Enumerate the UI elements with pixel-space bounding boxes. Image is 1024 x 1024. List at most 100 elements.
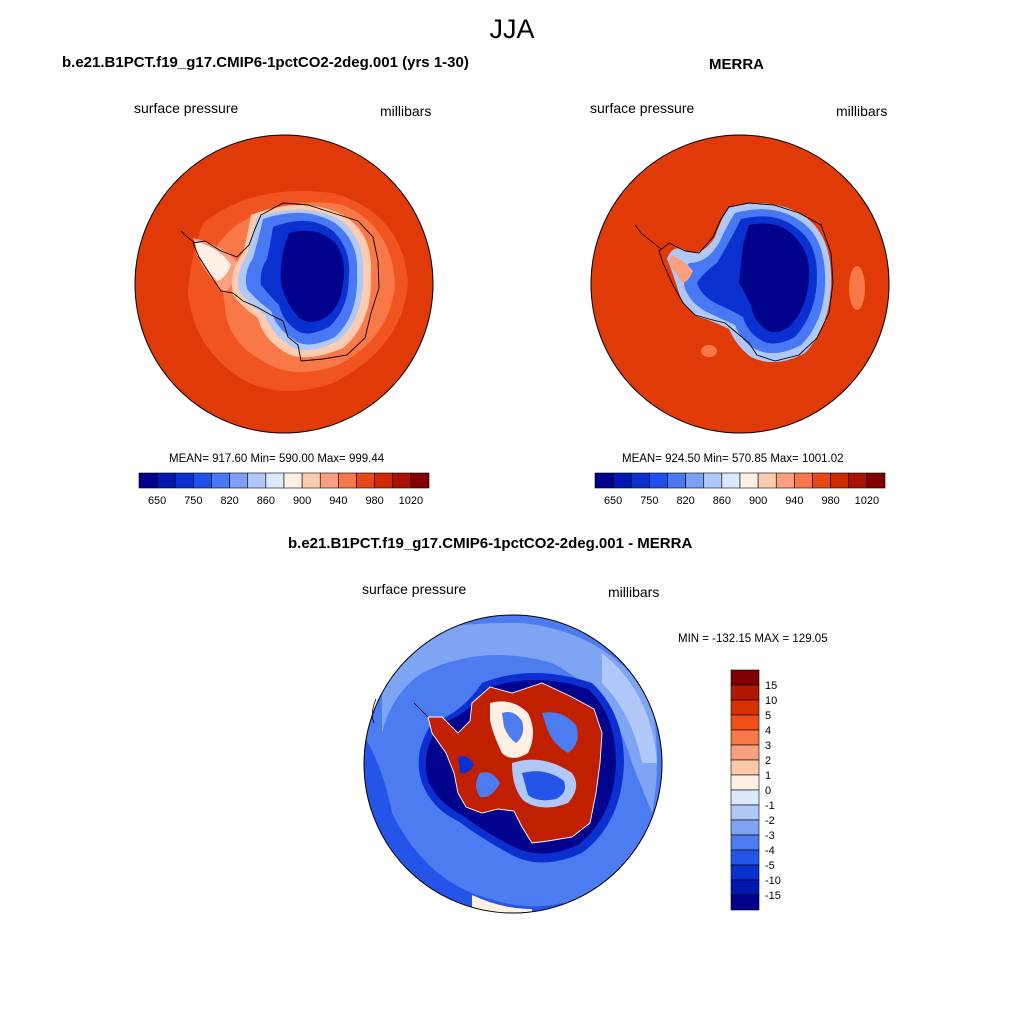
panel-1-units-label: millibars xyxy=(380,103,432,119)
colorbar-swatch xyxy=(730,684,760,701)
panel-1-variable-label: surface pressure xyxy=(134,100,239,116)
panel-3-map xyxy=(363,614,663,914)
colorbar-swatch xyxy=(594,472,614,489)
colorbar-tick-label: -3 xyxy=(765,830,775,842)
colorbar-tick-label: 1020 xyxy=(855,495,879,507)
colorbar-swatch xyxy=(730,669,760,686)
colorbar-swatch xyxy=(356,472,375,489)
ice-plateau-low xyxy=(280,230,345,322)
colorbar-tick-label: 750 xyxy=(640,495,658,507)
peninsula-high xyxy=(195,241,231,281)
colorbar-tick-label: -15 xyxy=(765,890,781,902)
colorbar-swatch xyxy=(265,472,285,489)
panel-1-title: b.e21.B1PCT.f19_g17.CMIP6-1pctCO2-2deg.0… xyxy=(62,54,469,71)
colorbar-swatch xyxy=(703,472,723,489)
colorbar-tick-label: -4 xyxy=(765,845,775,857)
colorbar-swatch xyxy=(730,744,760,761)
colorbar-tick-label: 650 xyxy=(148,495,166,507)
colorbar-tick-label: 5 xyxy=(765,710,771,722)
colorbar-swatch xyxy=(730,834,760,851)
panel-2-map xyxy=(590,134,890,434)
colorbar-swatch xyxy=(730,774,760,791)
colorbar-swatch xyxy=(193,472,212,489)
panel-3-stats: MIN = -132.15 MAX = 129.05 xyxy=(678,633,828,645)
antarctic-coastline xyxy=(658,202,834,362)
colorbar-tick-label: 750 xyxy=(184,495,202,507)
colorbar-tick-label: 820 xyxy=(676,495,694,507)
colorbar-tick-label: 1020 xyxy=(399,495,423,507)
colorbar-swatch xyxy=(247,472,267,489)
panel-2-colorbar: 650 750 820 860 900 940 980 1020 xyxy=(594,472,886,507)
antarctic-coastline xyxy=(192,202,380,362)
colorbar-swatch xyxy=(138,472,158,489)
colorbar-swatch xyxy=(301,472,321,489)
colorbar-tick-label: 2 xyxy=(765,755,771,767)
colorbar-swatch xyxy=(830,472,850,489)
colorbar-tick-label: 15 xyxy=(765,680,777,692)
colorbar-swatch xyxy=(739,472,759,489)
colorbar-swatch xyxy=(612,472,632,489)
colorbar-tick-label: -1 xyxy=(765,800,775,812)
colorbar-swatch xyxy=(319,472,339,489)
colorbar-tick-label: 940 xyxy=(329,495,347,507)
colorbar-tick-label: 900 xyxy=(293,495,311,507)
colorbar-tick-label: 650 xyxy=(604,495,622,507)
colorbar-swatch xyxy=(667,472,686,489)
colorbar-swatch xyxy=(229,472,249,489)
colorbar-swatch xyxy=(283,472,303,489)
colorbar-swatch xyxy=(649,472,668,489)
colorbar-swatch xyxy=(730,864,760,881)
colorbar-tick-label: 0 xyxy=(765,785,771,797)
colorbar-tick-label: 980 xyxy=(821,495,839,507)
colorbar-swatch xyxy=(812,472,831,489)
panel-2-stats: MEAN= 924.50 Min= 570.85 Max= 1001.02 xyxy=(622,453,844,465)
figure-title: JJA xyxy=(489,14,535,44)
colorbar-tick-label: -2 xyxy=(765,815,775,827)
colorbar-swatch xyxy=(211,472,230,489)
colorbar-tick-label: 980 xyxy=(365,495,383,507)
colorbar-swatch xyxy=(794,472,813,489)
colorbar-swatch xyxy=(730,894,760,911)
panel-3-title: b.e21.B1PCT.f19_g17.CMIP6-1pctCO2-2deg.0… xyxy=(288,535,693,552)
colorbar-swatch xyxy=(730,714,760,731)
panel-2-variable-label: surface pressure xyxy=(590,100,695,116)
ice-plateau-low xyxy=(739,223,810,332)
panel-3-variable-label: surface pressure xyxy=(362,581,467,597)
panel-1-colorbar: 650 750 820 860 900 940 980 1020 xyxy=(138,472,430,507)
colorbar-tick-label: 10 xyxy=(765,695,777,707)
colorbar-swatch xyxy=(730,699,760,716)
colorbar-swatch xyxy=(730,759,760,776)
colorbar-swatch xyxy=(866,472,886,489)
panel-1-map xyxy=(134,134,434,434)
panel-3-units-label: millibars xyxy=(608,584,660,600)
colorbar-swatch xyxy=(730,849,760,866)
colorbar-swatch xyxy=(410,472,430,489)
colorbar-swatch xyxy=(338,472,357,489)
panel-2-units-label: millibars xyxy=(836,103,888,119)
colorbar-swatch xyxy=(174,472,194,489)
antarctic-coastline xyxy=(427,682,603,844)
colorbar-swatch xyxy=(685,472,705,489)
colorbar-tick-label: 1 xyxy=(765,770,771,782)
colorbar-swatch xyxy=(730,819,760,836)
colorbar-tick-label: -10 xyxy=(765,875,781,887)
colorbar-swatch xyxy=(392,472,412,489)
colorbar-swatch xyxy=(775,472,795,489)
colorbar-tick-label: 940 xyxy=(785,495,803,507)
colorbar-swatch xyxy=(730,789,760,806)
colorbar-swatch xyxy=(730,729,760,746)
colorbar-tick-label: 860 xyxy=(713,495,731,507)
colorbar-swatch xyxy=(721,472,741,489)
colorbar-tick-label: 900 xyxy=(749,495,767,507)
colorbar-tick-label: -5 xyxy=(765,860,775,872)
colorbar-swatch xyxy=(374,472,394,489)
panel-2-title: MERRA xyxy=(709,56,764,73)
colorbar-tick-label: 820 xyxy=(220,495,238,507)
colorbar-swatch xyxy=(730,879,760,896)
colorbar-swatch xyxy=(730,804,760,821)
panel-1-stats: MEAN= 917.60 Min= 590.00 Max= 999.44 xyxy=(169,453,385,465)
colorbar-tick-label: 860 xyxy=(257,495,275,507)
colorbar-tick-label: 3 xyxy=(765,740,771,752)
colorbar-tick-label: 4 xyxy=(765,725,771,737)
